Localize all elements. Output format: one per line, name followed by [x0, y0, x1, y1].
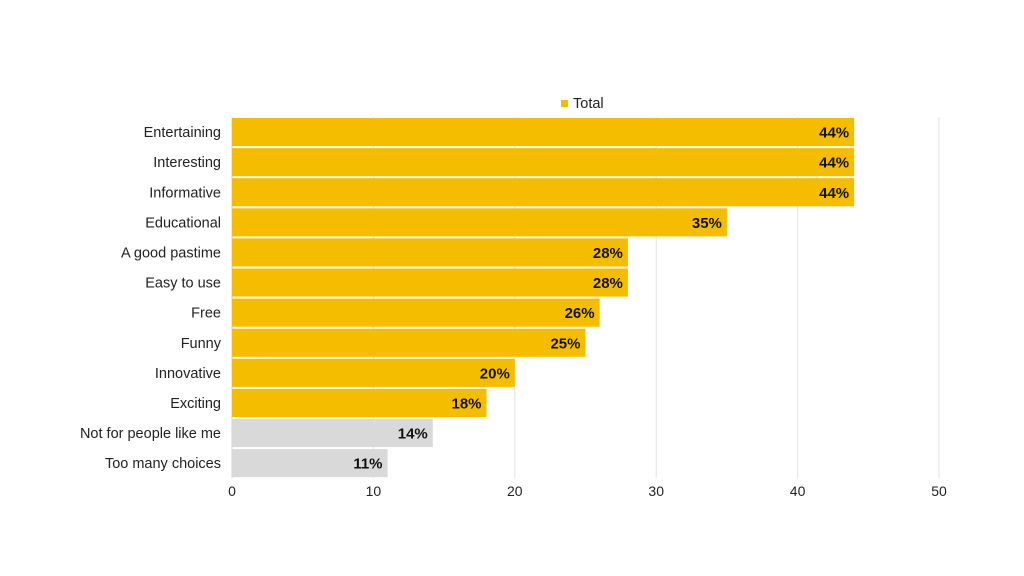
category-label: Not for people like me: [80, 426, 221, 442]
category-label: A good pastime: [121, 245, 221, 261]
data-label: 26%: [565, 305, 595, 322]
bar: [232, 118, 855, 147]
x-tick-label: 10: [366, 483, 382, 499]
category-label: Easy to use: [145, 276, 221, 292]
category-label: Interesting: [153, 155, 221, 171]
data-label: 28%: [593, 275, 623, 292]
data-label: 11%: [353, 456, 382, 473]
x-tick-label: 30: [648, 483, 664, 499]
category-label: Too many choices: [105, 456, 221, 472]
bar: [232, 268, 628, 297]
data-label: 18%: [451, 395, 481, 412]
data-label: 44%: [819, 185, 849, 202]
x-tick-label: 0: [228, 483, 236, 499]
data-label: 44%: [819, 155, 849, 172]
data-label: 20%: [480, 365, 510, 382]
bar: [232, 178, 855, 207]
x-tick-label: 50: [931, 483, 947, 499]
bar: [232, 449, 388, 478]
category-label: Entertaining: [144, 125, 221, 141]
category-label: Educational: [145, 215, 221, 231]
legend-label: Total: [573, 96, 604, 112]
category-label: Funny: [181, 336, 222, 352]
bar: [232, 328, 586, 357]
bar: [232, 388, 487, 417]
category-label: Free: [191, 306, 221, 322]
category-labels: Entertaining Interesting Informative Educat…: [80, 125, 222, 472]
bar: [232, 148, 855, 177]
gridlines: [231, 117, 940, 479]
legend: Total: [561, 96, 604, 112]
bar: [232, 298, 600, 327]
category-label: Exciting: [170, 396, 221, 412]
bar: [232, 419, 433, 448]
x-axis-ticks: 0 10 20 30 40 50: [228, 483, 947, 499]
data-label: 28%: [593, 245, 623, 262]
data-label: 25%: [550, 335, 580, 352]
x-tick-label: 20: [507, 483, 523, 499]
category-label: Informative: [149, 185, 221, 201]
x-tick-label: 40: [790, 483, 806, 499]
data-label: 14%: [398, 426, 428, 443]
data-label: 35%: [692, 215, 722, 232]
legend-swatch: [561, 100, 568, 107]
data-label: 44%: [819, 125, 849, 142]
bar: [232, 238, 628, 267]
bar: [232, 358, 515, 387]
data-labels: 44% 44% 44% 35% 28% 28% 26% 25% 20% 18% 14% 11%: [353, 125, 849, 473]
bar: [232, 208, 727, 237]
category-label: Innovative: [155, 366, 221, 382]
bars: [232, 118, 855, 478]
